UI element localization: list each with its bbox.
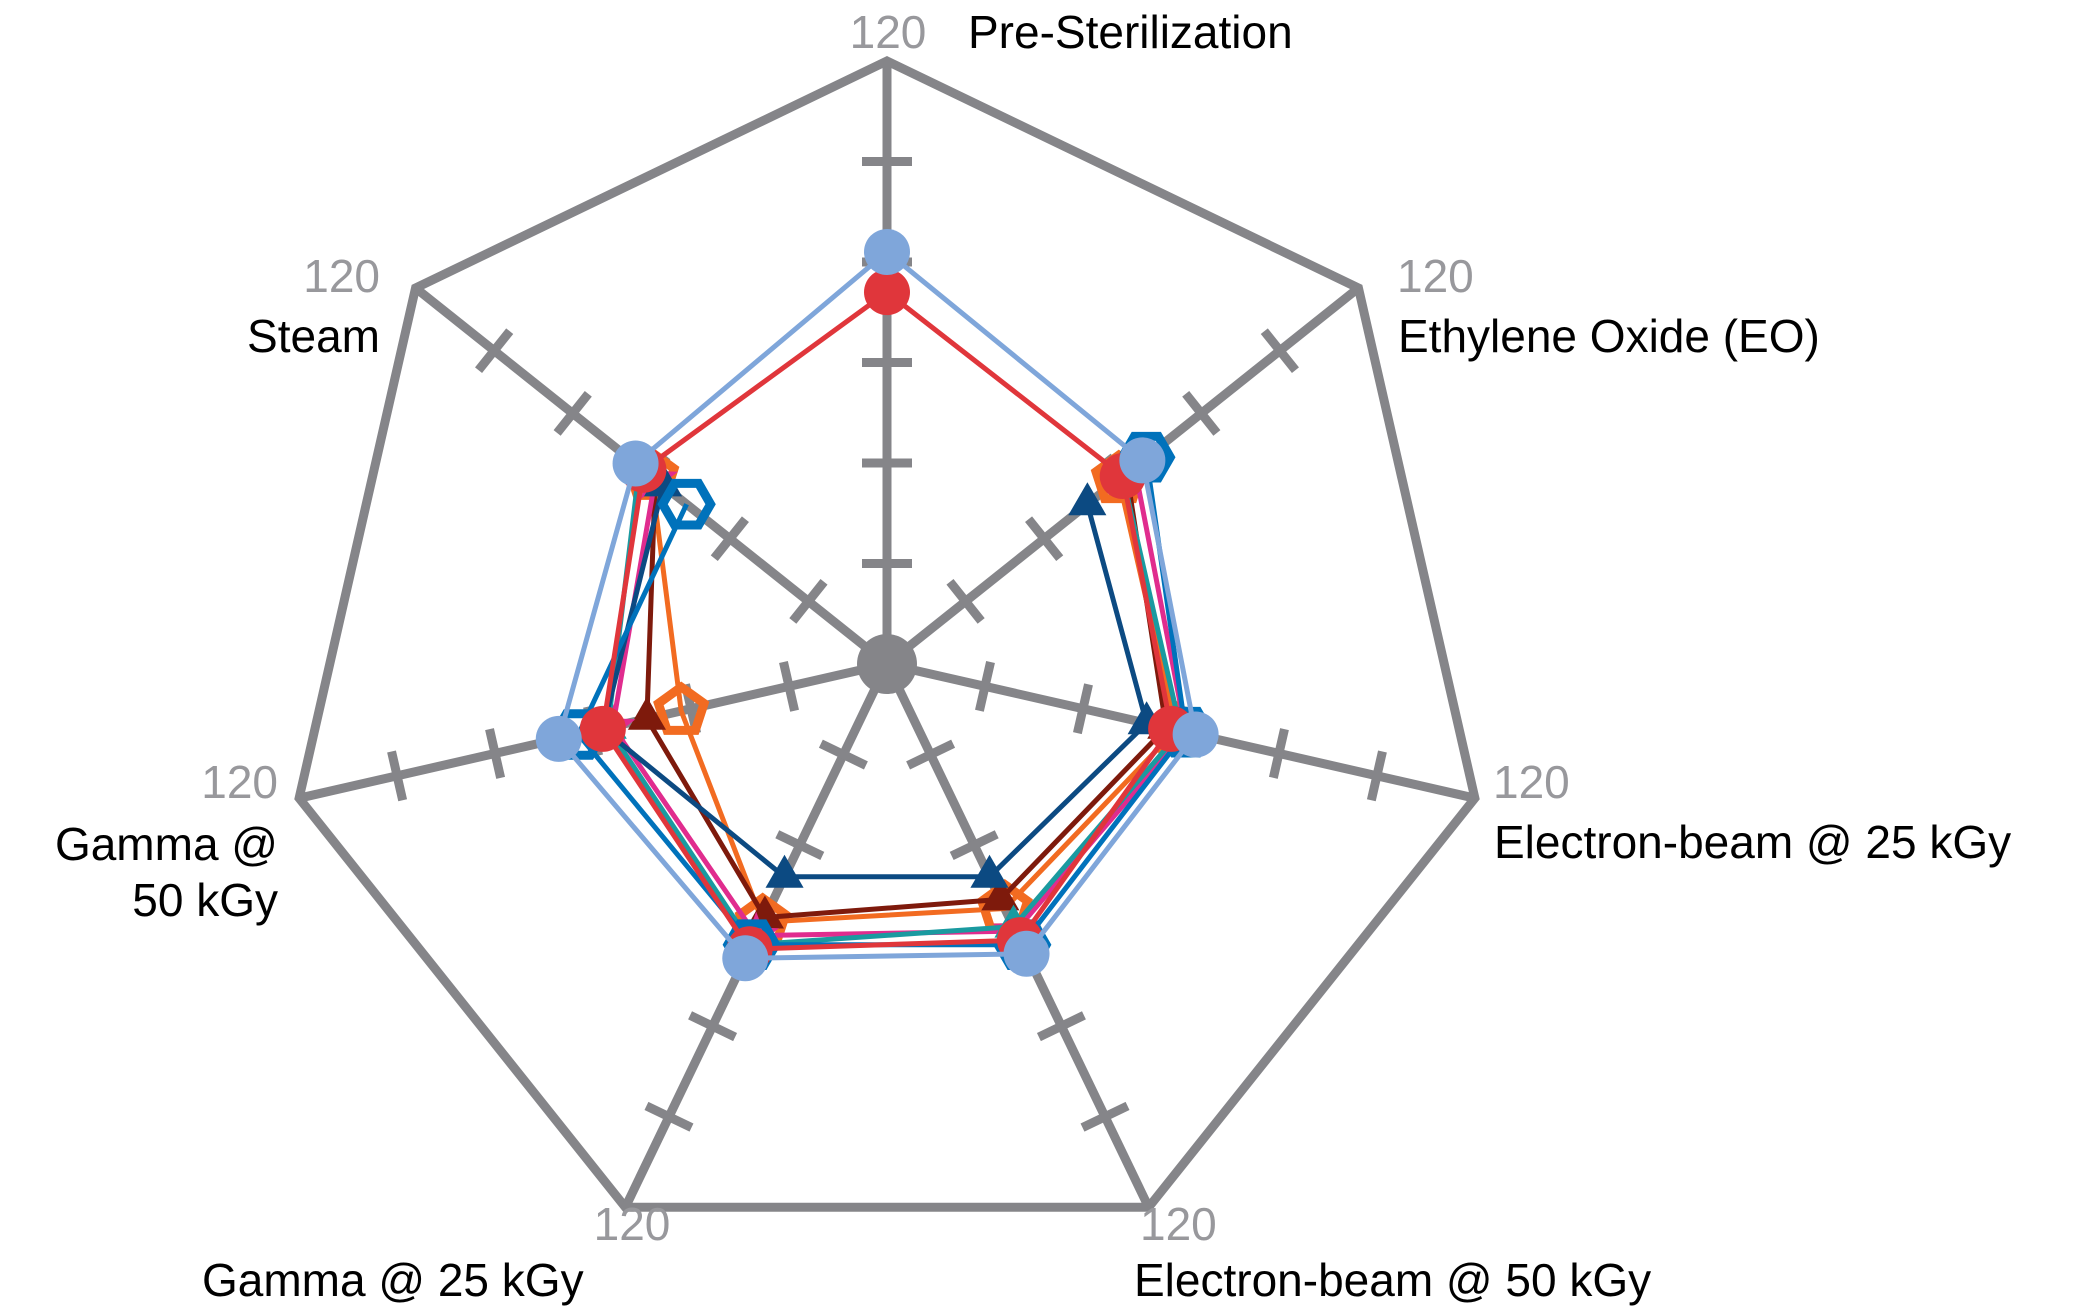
radar-labels: 120 Pre-Sterilization 120 Ethylene Oxide (E… <box>55 6 2011 1306</box>
axis-max-label: 120 <box>201 756 278 808</box>
radar-tick <box>775 830 825 860</box>
radar-tick <box>906 739 956 770</box>
data-point <box>579 705 626 752</box>
radar-tick <box>975 660 995 712</box>
data-point <box>653 681 710 735</box>
radar-outer-frame <box>294 56 1480 1212</box>
axis-max-label: 120 <box>303 250 380 302</box>
axis-title: Gamma @ 25 kGy <box>202 1254 584 1306</box>
data-point <box>864 269 910 316</box>
radar-tick <box>485 728 506 779</box>
radar-tick <box>949 830 999 860</box>
axis-max-label: 120 <box>1140 1198 1217 1250</box>
radar-tick <box>710 516 749 562</box>
axis-title: Electron-beam @ 50 kGy <box>1134 1254 1651 1306</box>
axis-title: Gamma @50 kGy <box>55 818 278 926</box>
data-point <box>1172 711 1219 758</box>
radar-tick <box>688 1011 738 1042</box>
data-point <box>981 877 1020 911</box>
series-line <box>556 249 1199 961</box>
data-point <box>970 854 1009 888</box>
data-point <box>864 228 910 275</box>
axis-title: Steam <box>247 310 380 362</box>
axis-max-label: 120 <box>594 1198 671 1250</box>
axis-max-label: 120 <box>1397 250 1474 302</box>
radar-tick <box>1268 728 1289 779</box>
series-line <box>600 484 1150 880</box>
radar-tick <box>818 739 868 770</box>
radar-tick <box>1260 328 1299 374</box>
axis-title: Pre-Sterilization <box>968 6 1293 58</box>
radar-tick <box>1036 1011 1086 1042</box>
data-point <box>1068 482 1107 516</box>
data-point <box>765 854 804 888</box>
radar-tick <box>1080 1101 1130 1132</box>
axis-max-label: 120 <box>850 6 927 58</box>
radar-tick <box>387 750 408 802</box>
series-1 <box>535 228 1219 982</box>
axis-title: Electron-beam @ 25 kGy <box>1494 816 2011 868</box>
data-point <box>722 935 769 982</box>
radar-tick <box>1073 683 1093 735</box>
radar-tick <box>1366 750 1387 802</box>
data-point <box>627 696 666 730</box>
radar-tick <box>1025 516 1064 562</box>
radar-center-dot <box>857 634 917 694</box>
series-line <box>648 475 1179 925</box>
series-line <box>600 289 1174 952</box>
axis-title: Ethylene Oxide (EO) <box>1398 310 1820 362</box>
radar-series <box>535 228 1219 982</box>
series-line <box>644 472 1169 920</box>
data-point <box>612 440 659 487</box>
data-point <box>535 715 582 762</box>
axis-max-label: 120 <box>1493 756 1570 808</box>
radar-tick <box>779 660 799 712</box>
radar-tick <box>946 578 985 624</box>
radar-tick <box>1182 391 1221 436</box>
data-point <box>1119 437 1166 484</box>
radar-tick <box>553 391 592 436</box>
data-point <box>657 478 716 530</box>
data-point <box>1003 930 1050 977</box>
radar-tick <box>475 328 514 374</box>
radar-tick <box>644 1101 694 1132</box>
radar-tick <box>789 578 828 624</box>
